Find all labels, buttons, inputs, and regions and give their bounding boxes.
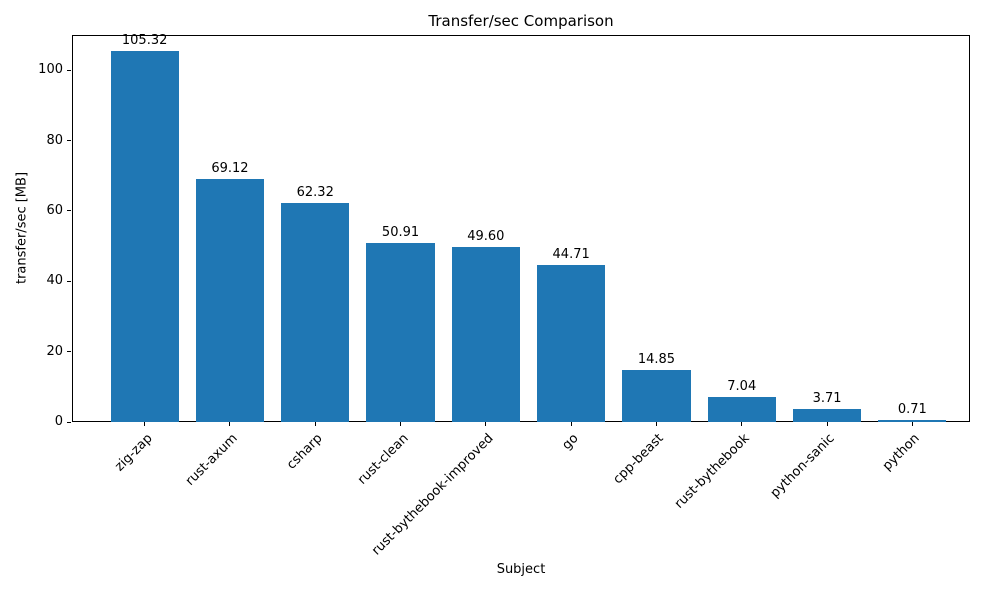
y-tick-label: 80 <box>46 132 63 148</box>
y-tick <box>67 351 71 353</box>
bar-value-label: 0.71 <box>897 401 927 417</box>
x-tick <box>314 422 316 426</box>
x-tick <box>485 422 487 426</box>
x-tick <box>229 422 231 426</box>
x-tick-label: cpp-beast <box>610 431 668 488</box>
bar-value-label: 7.04 <box>727 379 757 395</box>
x-tick-label: rust-clean <box>354 431 412 488</box>
x-tick-label: rust-bythebook <box>671 431 753 512</box>
x-tick-label: python <box>880 431 923 474</box>
bar-go <box>537 264 606 422</box>
x-tick-label: csharp <box>284 431 326 473</box>
y-axis-label: transfer/sec [MB] <box>14 171 30 285</box>
bar-python-sanic <box>792 408 862 422</box>
y-tick-label: 60 <box>46 202 63 218</box>
y-tick <box>67 280 71 282</box>
y-tick <box>67 421 71 423</box>
bar-zig-zap <box>110 51 179 422</box>
bar-csharp <box>281 202 350 422</box>
plot-area <box>72 35 970 422</box>
bar-rust-axum <box>195 178 265 422</box>
y-tick <box>67 69 71 71</box>
bar-rust-bythebook-improved <box>451 247 520 422</box>
bar-value-label: 44.71 <box>552 246 590 262</box>
bar-value-label: 3.71 <box>812 390 842 406</box>
y-tick-label: 100 <box>38 62 63 78</box>
x-tick-label: rust-bythebook-improved <box>368 431 497 559</box>
bar-value-label: 69.12 <box>211 160 249 176</box>
y-tick <box>67 210 71 212</box>
x-tick <box>144 422 146 426</box>
x-tick-label: rust-axum <box>182 431 241 489</box>
x-tick-label: zig-zap <box>111 431 156 475</box>
x-tick <box>826 422 828 426</box>
y-tick <box>67 140 71 142</box>
x-axis-label: Subject <box>496 562 546 577</box>
x-tick-label: python-sanic <box>767 431 838 501</box>
x-tick <box>570 422 572 426</box>
y-tick-label: 40 <box>46 273 63 289</box>
y-tick-label: 0 <box>54 414 63 429</box>
x-tick <box>400 422 402 426</box>
bar-value-label: 105.32 <box>121 33 168 49</box>
bar-rust-clean <box>366 242 435 422</box>
x-tick <box>911 422 913 426</box>
bar-value-label: 50.91 <box>381 224 420 240</box>
bar-rust-bythebook <box>707 397 776 422</box>
bar-value-label: 62.32 <box>296 184 334 200</box>
bar-python <box>878 419 947 422</box>
bar-value-label: 49.60 <box>467 229 505 245</box>
chart-title: Transfer/sec Comparison <box>428 12 614 30</box>
x-tick-label: go <box>559 431 582 454</box>
y-tick-label: 20 <box>46 343 63 359</box>
bar-value-label: 14.85 <box>637 351 676 367</box>
bar-cpp-beast <box>622 369 691 422</box>
x-tick <box>655 422 657 426</box>
x-tick <box>741 422 743 426</box>
